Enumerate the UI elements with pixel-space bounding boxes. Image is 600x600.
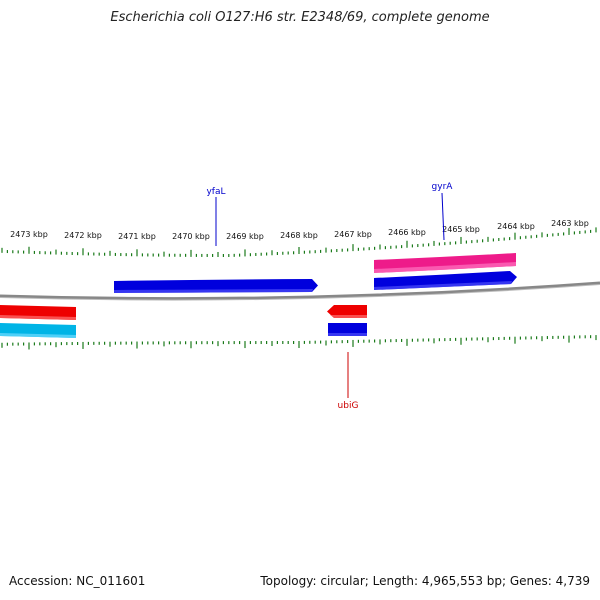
- tick-row-bottom: [1, 335, 597, 350]
- tick-label: 2467 kbp: [334, 230, 372, 239]
- tick-label: 2473 kbp: [10, 230, 48, 239]
- tick-label: 2470 kbp: [172, 232, 210, 241]
- ubiG-cds-bar[interactable]: [328, 323, 367, 336]
- tick-label: 2472 kbp: [64, 231, 102, 240]
- gyrA-label[interactable]: gyrA: [432, 182, 454, 192]
- reverse-features: [0, 305, 367, 338]
- tick-label: 2465 kbp: [442, 225, 480, 234]
- ubiG-gene-arrow[interactable]: [327, 305, 367, 318]
- tick-row-top: [1, 227, 597, 257]
- gene-labels: yfaL gyrA ubiG: [206, 182, 453, 411]
- genome-backbone: [0, 281, 600, 301]
- accession-text: Accession: NC_011601: [9, 574, 146, 588]
- tick-label: 2464 kbp: [497, 222, 535, 231]
- tick-labels: 2473 kbp 2472 kbp 2471 kbp 2470 kbp 2469…: [10, 219, 589, 241]
- ubiG-label[interactable]: ubiG: [338, 401, 359, 411]
- tick-label: 2468 kbp: [280, 231, 318, 240]
- forward-features: [114, 253, 517, 293]
- yfaL-label[interactable]: yfaL: [206, 187, 225, 197]
- tick-label: 2466 kbp: [388, 228, 426, 237]
- genome-stats: Topology: circular; Length: 4,965,553 bp…: [260, 574, 590, 588]
- tick-label: 2471 kbp: [118, 232, 156, 241]
- tick-label: 2469 kbp: [226, 232, 264, 241]
- map-title: Escherichia coli O127:H6 str. E2348/69, …: [110, 10, 490, 25]
- tick-label: 2463 kbp: [551, 219, 589, 228]
